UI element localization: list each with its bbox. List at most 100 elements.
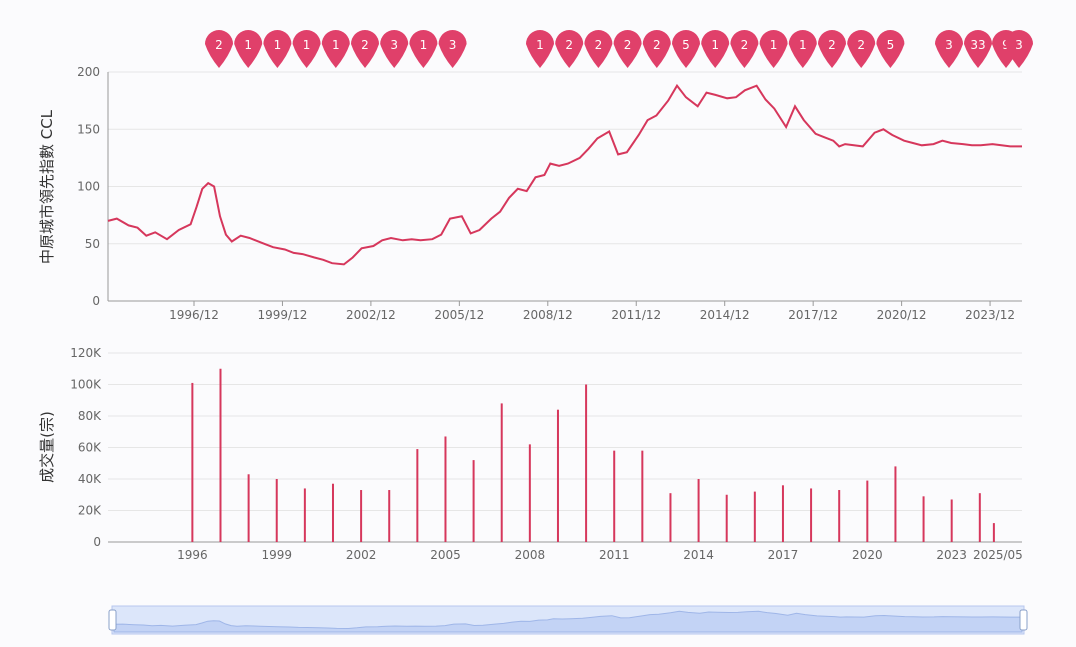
bottom-y-tick-label: 20K xyxy=(78,504,102,518)
volume-bar xyxy=(585,384,588,542)
event-marker: 1 xyxy=(234,29,263,68)
bottom-x-tick-label: 2002 xyxy=(346,548,377,562)
marker-label: 3 xyxy=(449,38,457,52)
event-marker: 2 xyxy=(351,30,379,68)
top-x-tick-label: 1999/12 xyxy=(258,308,308,322)
top-x-tick-label: 2023/12 xyxy=(965,308,1015,322)
marker-label: 1 xyxy=(799,38,807,52)
marker-label: 1 xyxy=(303,38,311,52)
volume-bar xyxy=(500,403,503,542)
top-y-tick-labels: 0 50 100 150 200 xyxy=(77,65,100,308)
event-marker: 2 xyxy=(555,30,584,69)
marker-label: 1 xyxy=(770,38,778,52)
marker-pin-shape xyxy=(1005,30,1033,68)
volume-bar xyxy=(613,450,616,542)
volume-bar xyxy=(444,436,447,542)
top-x-tick-label: 2014/12 xyxy=(700,308,750,322)
volume-bar xyxy=(331,483,334,542)
bottom-y-tick-label: 100K xyxy=(70,378,102,392)
bottom-x-tick-label: 2023 xyxy=(936,548,967,562)
event-marker: 33 xyxy=(964,30,992,68)
volume-bar xyxy=(556,409,559,542)
top-x-tick-label: 2008/12 xyxy=(523,308,573,322)
marker-label: 2 xyxy=(215,38,223,52)
top-x-tick-labels: 1996/12 1999/12 2002/12 2005/12 2008/12 2011/… xyxy=(169,301,1015,322)
volume-bar xyxy=(360,490,363,542)
marker-pin-shape xyxy=(672,30,700,68)
bottom-x-tick-label: 1999 xyxy=(261,548,292,562)
marker-pin-shape xyxy=(701,30,730,69)
bottom-x-tick-label: 2011 xyxy=(599,548,630,562)
bottom-x-tick-label: 2008 xyxy=(515,548,546,562)
top-x-tick-label: 2011/12 xyxy=(611,308,661,322)
marker-pin-shape xyxy=(759,30,788,69)
marker-pin-shape xyxy=(438,30,467,69)
marker-pin-shape xyxy=(584,30,613,69)
marker-pin-shape xyxy=(380,30,409,69)
volume-bar xyxy=(753,491,756,542)
marker-pin-shape xyxy=(234,29,263,68)
slider-right-handle[interactable] xyxy=(1019,609,1028,631)
marker-label: 2 xyxy=(361,38,369,52)
event-marker: 1 xyxy=(263,30,292,69)
bottom-gridlines xyxy=(108,352,1022,543)
marker-pin-shape xyxy=(847,30,876,69)
marker-pin-shape xyxy=(788,30,817,69)
event-marker: 3 xyxy=(438,30,467,69)
volume-bar xyxy=(528,444,531,542)
event-marker: 1 xyxy=(788,30,817,69)
marker-label: 1 xyxy=(420,38,428,52)
range-slider[interactable] xyxy=(108,605,1028,635)
volume-bar xyxy=(950,499,953,542)
volume-bar xyxy=(641,450,644,542)
marker-label: 2 xyxy=(624,38,632,52)
volume-bar xyxy=(866,480,869,542)
volume-bar xyxy=(191,382,194,542)
marker-pin-shape xyxy=(263,30,292,69)
marker-label: 3 xyxy=(390,38,398,52)
marker-label: 2 xyxy=(857,38,865,52)
bottom-x-tick-label: 1996 xyxy=(177,548,208,562)
marker-label: 2 xyxy=(741,38,749,52)
marker-label: 5 xyxy=(887,38,895,52)
volume-bar xyxy=(838,490,841,542)
top-x-tick-label: 2002/12 xyxy=(346,308,396,322)
marker-pin-shape xyxy=(555,30,584,69)
top-x-tick-label: 2005/12 xyxy=(434,308,484,322)
volume-bar xyxy=(978,493,981,542)
event-marker: 1 xyxy=(759,30,788,69)
top-y-tick-label: 150 xyxy=(77,122,100,136)
event-markers: 211112313122225121122533393 xyxy=(205,29,1033,69)
top-y-tick-label: 0 xyxy=(92,294,100,308)
marker-pin-shape xyxy=(409,30,438,69)
bottom-x-tick-label: 2005 xyxy=(430,548,461,562)
marker-pin-shape xyxy=(351,30,379,68)
marker-pin-shape xyxy=(730,30,759,69)
volume-bar xyxy=(781,485,784,542)
volume-bar xyxy=(669,493,672,542)
marker-pin-shape xyxy=(205,30,233,68)
marker-pin-shape xyxy=(935,30,963,68)
slider-left-handle[interactable] xyxy=(108,609,117,631)
volume-bars xyxy=(191,368,995,542)
volume-bar xyxy=(416,449,419,542)
volume-bar xyxy=(303,488,306,542)
marker-label: 2 xyxy=(828,38,836,52)
bottom-x-tick-label: 2017 xyxy=(768,548,799,562)
top-x-tick-label: 2020/12 xyxy=(877,308,927,322)
top-y-tick-label: 200 xyxy=(77,65,100,79)
event-marker: 1 xyxy=(526,30,554,68)
top-x-tick-label: 1996/12 xyxy=(169,308,219,322)
marker-pin-shape xyxy=(964,30,992,68)
marker-label: 5 xyxy=(682,38,690,52)
marker-label: 2 xyxy=(653,38,661,52)
bottom-y-tick-label: 80K xyxy=(78,409,102,423)
top-y-tick-label: 100 xyxy=(77,180,100,194)
bottom-y-tick-labels: 0 20K 40K 60K 80K 100K 120K xyxy=(70,346,102,549)
marker-pin-shape xyxy=(292,30,321,69)
marker-pin-shape xyxy=(818,30,846,68)
bottom-x-tick-label: 2025/05 xyxy=(973,548,1023,562)
volume-bar xyxy=(725,494,728,542)
